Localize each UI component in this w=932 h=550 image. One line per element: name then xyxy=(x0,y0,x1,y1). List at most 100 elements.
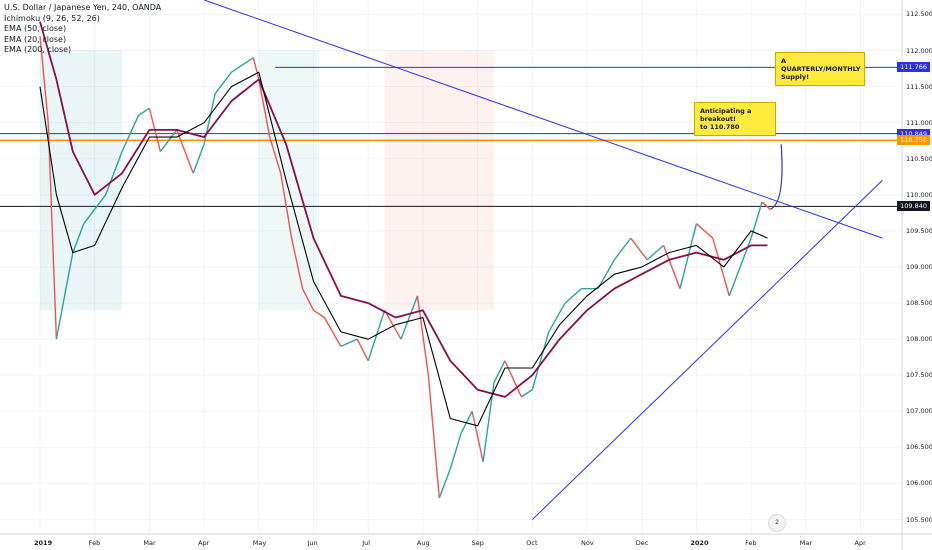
price-segment xyxy=(258,79,271,138)
y-tick-label: 105.500 xyxy=(906,515,932,524)
x-tick-label: Nov xyxy=(581,539,594,547)
price-segment xyxy=(679,223,698,289)
x-tick-label: Oct xyxy=(526,539,538,547)
supply-callout[interactable]: A QUARTERLY/MONTHLY Supply! xyxy=(775,52,865,86)
projection-arrow[interactable] xyxy=(769,144,783,210)
price-segment xyxy=(460,411,473,434)
price-tag[interactable]: 110.849 xyxy=(897,128,930,139)
trendlines[interactable] xyxy=(203,0,883,520)
price-segment xyxy=(203,93,216,145)
x-tick-label: Feb xyxy=(88,539,101,547)
x-tick-label: Jul xyxy=(362,539,371,547)
x-tick-label: Apr xyxy=(198,539,210,547)
x-tick-label: Jun xyxy=(307,539,318,547)
x-tick-label: Dec xyxy=(635,539,649,547)
price-segment xyxy=(597,259,615,289)
price-segment xyxy=(384,309,402,340)
price-segment xyxy=(520,389,533,398)
x-tick-label: 2019 xyxy=(34,539,53,547)
price-tag[interactable]: 109.840 xyxy=(897,201,930,212)
price-segment xyxy=(356,338,369,362)
price-segment xyxy=(55,295,66,340)
trendline[interactable] xyxy=(203,0,883,239)
price-segment xyxy=(138,107,150,117)
ema-long-line xyxy=(39,21,768,398)
price-segment xyxy=(504,360,522,398)
price-segment xyxy=(269,136,282,174)
x-tick-label: Aug xyxy=(416,539,430,547)
price-segment xyxy=(63,252,74,296)
y-tick-label: 106.500 xyxy=(906,443,932,452)
price-segment xyxy=(301,288,315,311)
price-segment xyxy=(400,295,419,340)
y-tick-label: 111.500 xyxy=(906,82,932,91)
price-segment xyxy=(94,194,107,210)
breakout-callout[interactable]: Anticipating a breakout! to 110.780 xyxy=(694,102,776,136)
price-segment xyxy=(493,360,506,383)
price-segment xyxy=(739,237,752,268)
price-segment xyxy=(121,115,140,152)
price-segment xyxy=(242,57,254,66)
trendline[interactable] xyxy=(531,180,883,520)
price-segment xyxy=(340,338,358,348)
price-segment xyxy=(39,36,49,123)
y-tick-label: 107.000 xyxy=(906,407,932,416)
cloud-band xyxy=(40,50,123,311)
price-segment xyxy=(159,129,178,152)
y-tick-label: 112.000 xyxy=(906,46,932,55)
price-segment xyxy=(449,432,462,470)
y-tick-label: 110.500 xyxy=(906,154,932,163)
y-tick-label: 111.000 xyxy=(906,118,932,127)
y-tick-label: 106.000 xyxy=(906,479,932,488)
cloud-band xyxy=(258,50,319,311)
y-tick-label: 109.000 xyxy=(906,263,932,271)
y-tick-label: 107.500 xyxy=(906,371,932,380)
price-tag[interactable]: 111.766 xyxy=(897,62,930,73)
price-segment xyxy=(728,266,741,297)
price-segment xyxy=(279,173,293,239)
price-segment xyxy=(712,237,730,297)
price-segment xyxy=(323,317,342,347)
price-segment xyxy=(313,309,325,319)
events-badge[interactable]: 2 xyxy=(768,514,786,532)
y-tick-label: 110.000 xyxy=(906,190,932,199)
y-tick-label: 108.000 xyxy=(906,335,932,344)
x-tick-label: May xyxy=(252,539,267,547)
price-segment xyxy=(72,223,85,253)
price-segment xyxy=(646,244,665,261)
price-segment xyxy=(176,129,194,174)
x-tick-label: Feb xyxy=(745,539,757,547)
x-tick-label: 2020 xyxy=(690,539,709,547)
price-series xyxy=(39,21,771,499)
y-tick-label: 112.500 xyxy=(906,10,932,19)
price-segment xyxy=(83,208,96,225)
x-tick-label: Apr xyxy=(854,539,866,547)
price-segment xyxy=(471,411,484,462)
price-segment xyxy=(416,295,430,376)
price-segment xyxy=(427,375,441,498)
x-tick-label: Mar xyxy=(143,539,156,547)
price-segment xyxy=(367,310,386,362)
ichimoku-cloud xyxy=(40,50,495,311)
price-tag[interactable]: 110.755 xyxy=(897,135,930,146)
price-segment xyxy=(47,122,58,340)
x-tick-label: Sep xyxy=(471,539,484,547)
ema-short-line xyxy=(39,71,768,427)
price-segment xyxy=(214,71,233,95)
price-segment xyxy=(104,151,123,196)
y-tick-label: 108.500 xyxy=(906,299,932,308)
price-segment xyxy=(662,245,681,289)
price-segment xyxy=(761,201,771,210)
x-tick-label: Mar xyxy=(799,539,813,547)
price-segment xyxy=(252,57,260,80)
price-segment xyxy=(290,237,304,289)
price-segment xyxy=(192,144,205,174)
price-segment xyxy=(438,468,451,499)
price-segment xyxy=(548,302,566,333)
price-segment xyxy=(630,237,648,261)
price-segment xyxy=(613,237,632,261)
price-segment xyxy=(531,331,550,390)
price-segment xyxy=(231,64,243,73)
y-tick-label: 109.500 xyxy=(906,226,932,235)
